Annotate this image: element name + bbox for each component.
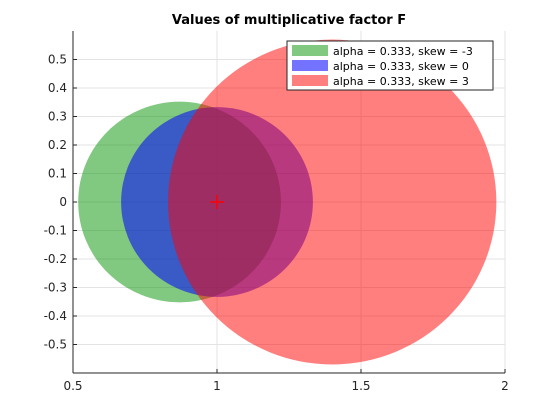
y-tick-label: 0 <box>59 195 67 209</box>
legend-label: alpha = 0.333, skew = 3 <box>333 75 469 88</box>
y-tick-label: 0.5 <box>48 53 67 67</box>
legend: alpha = 0.333, skew = -3 alpha = 0.333, s… <box>286 40 494 91</box>
axes: 0.5 1 1.5 2 0.5 0.4 0.3 0.2 0.1 0 -0.1 -0.2 -0.3 -0.4… <box>44 31 509 393</box>
x-tick-label: 2 <box>501 379 509 393</box>
center-marker <box>210 195 224 209</box>
chart-title: Values of multiplicative factor F <box>172 13 406 28</box>
y-tick-label: 0.2 <box>48 138 67 152</box>
y-tick-label: -0.2 <box>44 252 67 266</box>
legend-swatch <box>292 75 328 86</box>
legend-swatch <box>292 45 328 56</box>
y-tick-label: -0.4 <box>44 309 67 323</box>
y-tick-label: 0.3 <box>48 110 67 124</box>
y-tick-label: -0.1 <box>44 224 67 238</box>
y-tick-label: -0.3 <box>44 281 67 295</box>
x-tick-label: 1 <box>213 379 221 393</box>
x-tick-label: 1.5 <box>351 379 370 393</box>
legend-swatch <box>292 60 328 71</box>
y-tick-label: -0.5 <box>44 338 67 352</box>
y-tick-label: 0.1 <box>48 167 67 181</box>
legend-label: alpha = 0.333, skew = 0 <box>333 60 469 73</box>
x-tick-label: 0.5 <box>63 379 82 393</box>
legend-label: alpha = 0.333, skew = -3 <box>333 45 473 58</box>
series-circle-2 <box>168 39 497 365</box>
y-tick-label: 0.4 <box>48 81 67 95</box>
plot-area <box>78 39 497 365</box>
